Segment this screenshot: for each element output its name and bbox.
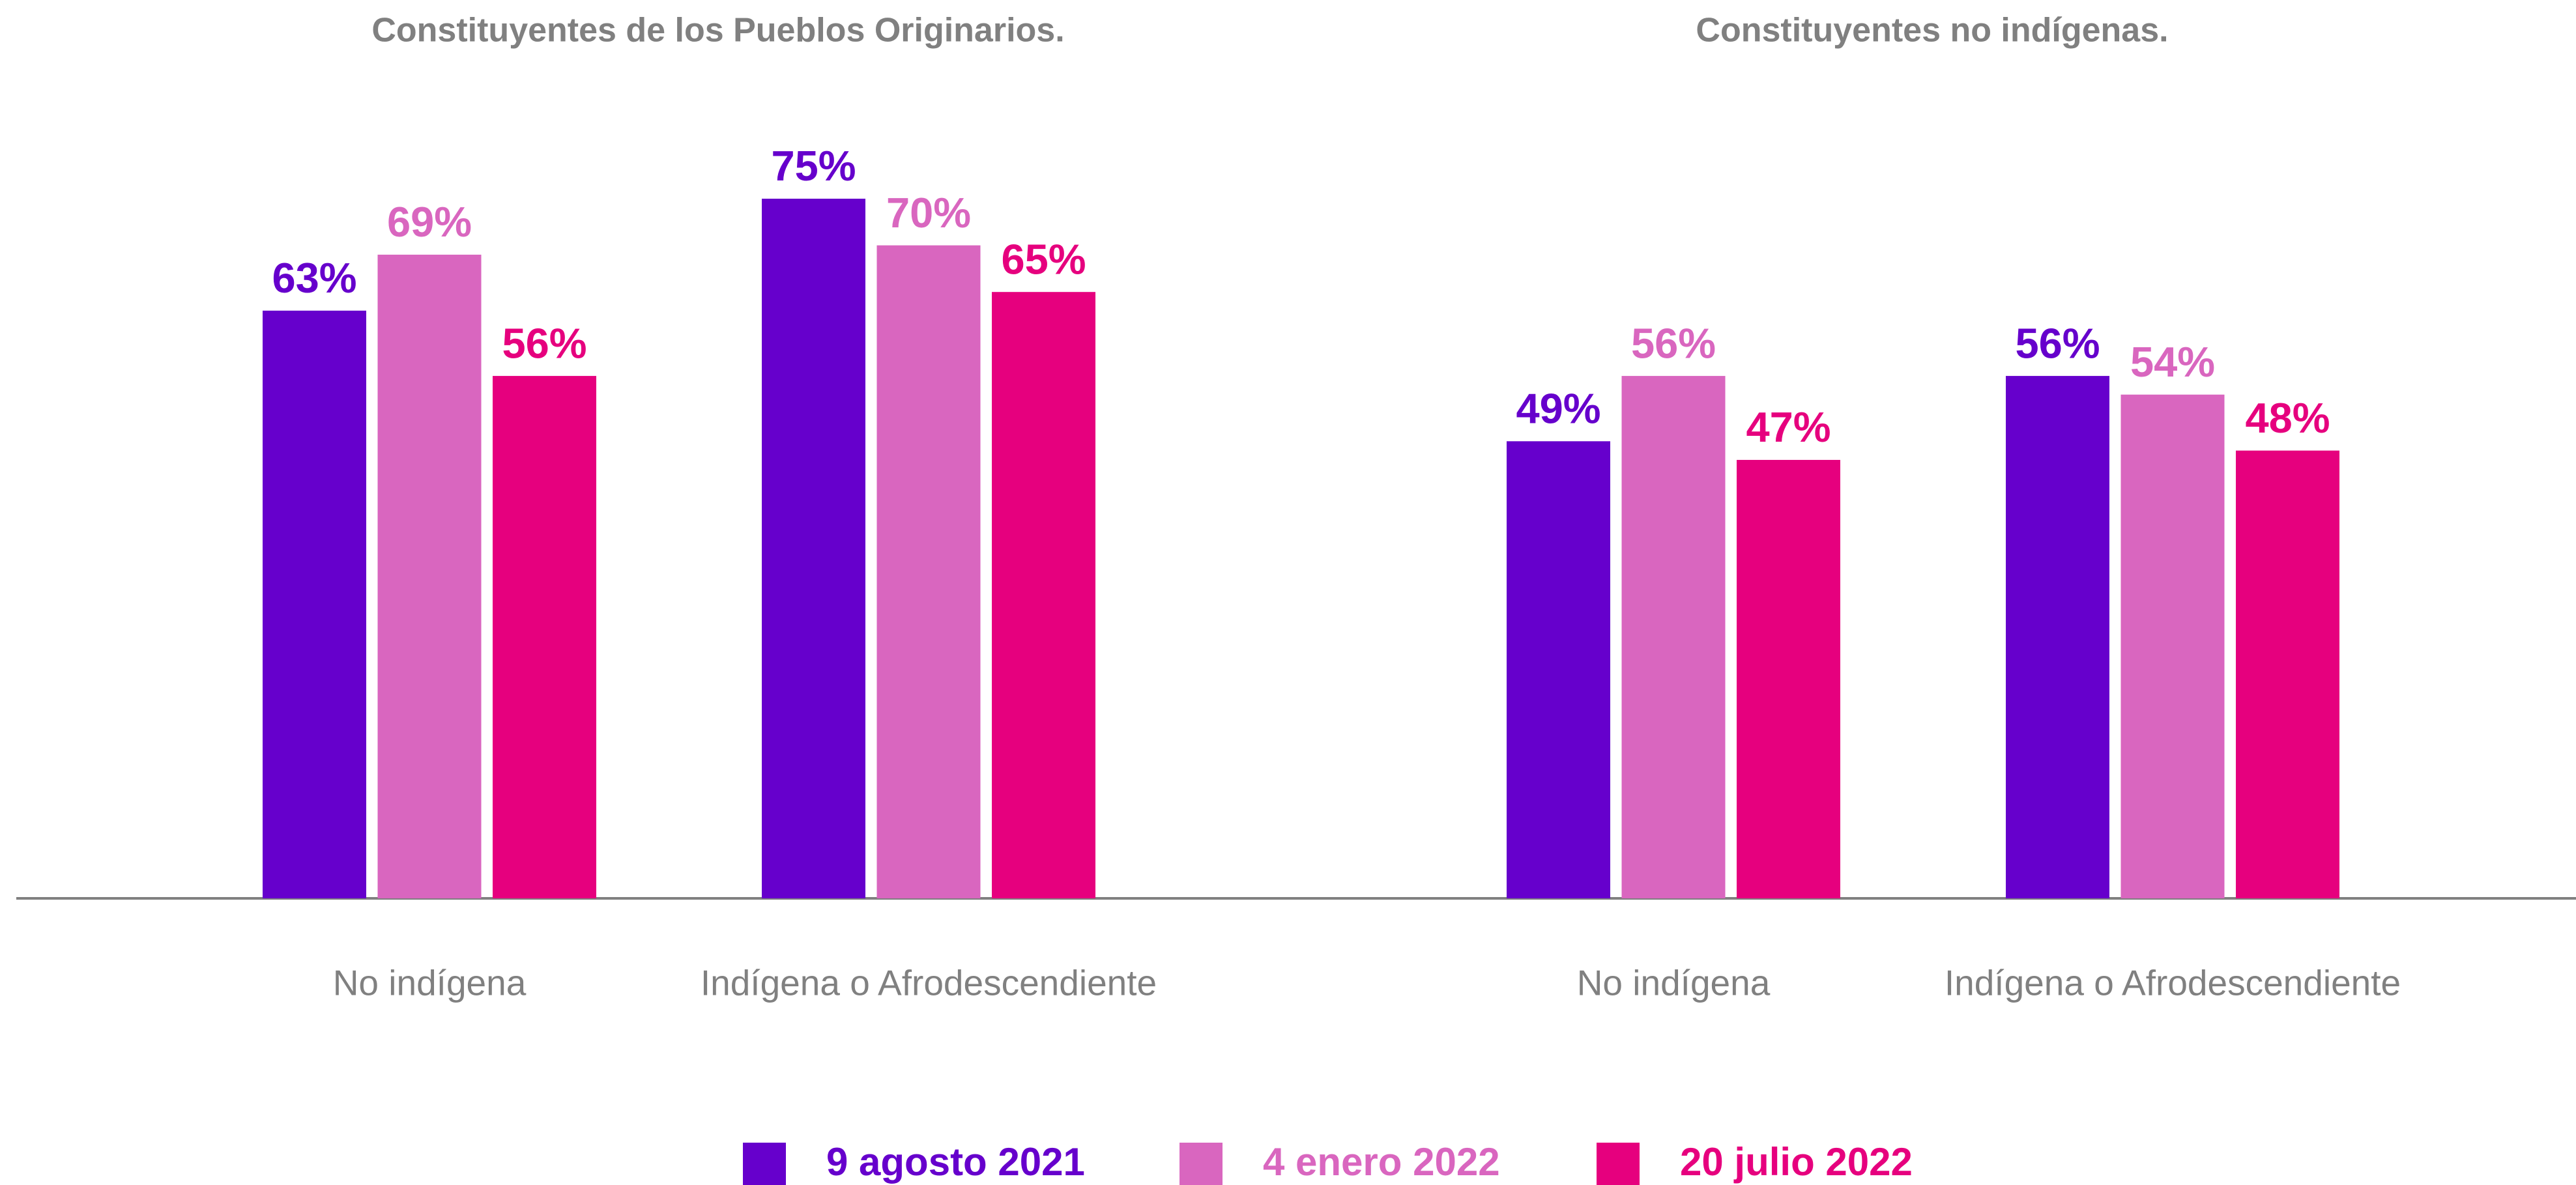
data-label: 69% [387,198,472,246]
x-tick-label: No indígena [1577,963,1771,1003]
bar [2120,394,2225,898]
legend-label: 4 enero 2022 [1263,1140,1500,1184]
bar [1507,441,1610,898]
bar [762,199,865,898]
data-label: 65% [1001,235,1086,283]
x-tick-label: No indígena [333,963,527,1003]
bar [493,376,596,898]
data-label: 47% [1746,403,1831,451]
chart-title: Constituyentes no indígenas. [1696,12,2168,50]
legend-swatch [1179,1143,1223,1185]
bar [2006,376,2109,898]
data-label: 63% [272,254,356,302]
bar [1621,376,1726,898]
bar [876,245,981,899]
x-tick-label: Indígena o Afrodescendiente [701,963,1157,1003]
bar [263,310,366,899]
bar [377,254,482,898]
x-tick-label: Indígena o Afrodescendiente [1945,963,2401,1003]
legend-label: 20 julio 2022 [1680,1140,1913,1184]
data-label: 48% [2245,394,2330,442]
legend-swatch [1597,1143,1640,1185]
data-label: 75% [771,142,856,190]
legend-label: 9 agosto 2021 [826,1140,1085,1184]
chart-title: Constituyentes de los Pueblos Originario… [371,12,1064,50]
data-label: 54% [2130,338,2215,386]
bar [1737,459,1840,898]
data-label: 56% [2015,319,2100,367]
data-label: 70% [886,189,971,236]
bar [992,292,1095,898]
data-label: 56% [502,319,586,367]
data-label: 56% [1631,319,1716,367]
legend-swatch [743,1143,786,1185]
bar [2236,450,2339,898]
data-label: 49% [1516,384,1600,432]
